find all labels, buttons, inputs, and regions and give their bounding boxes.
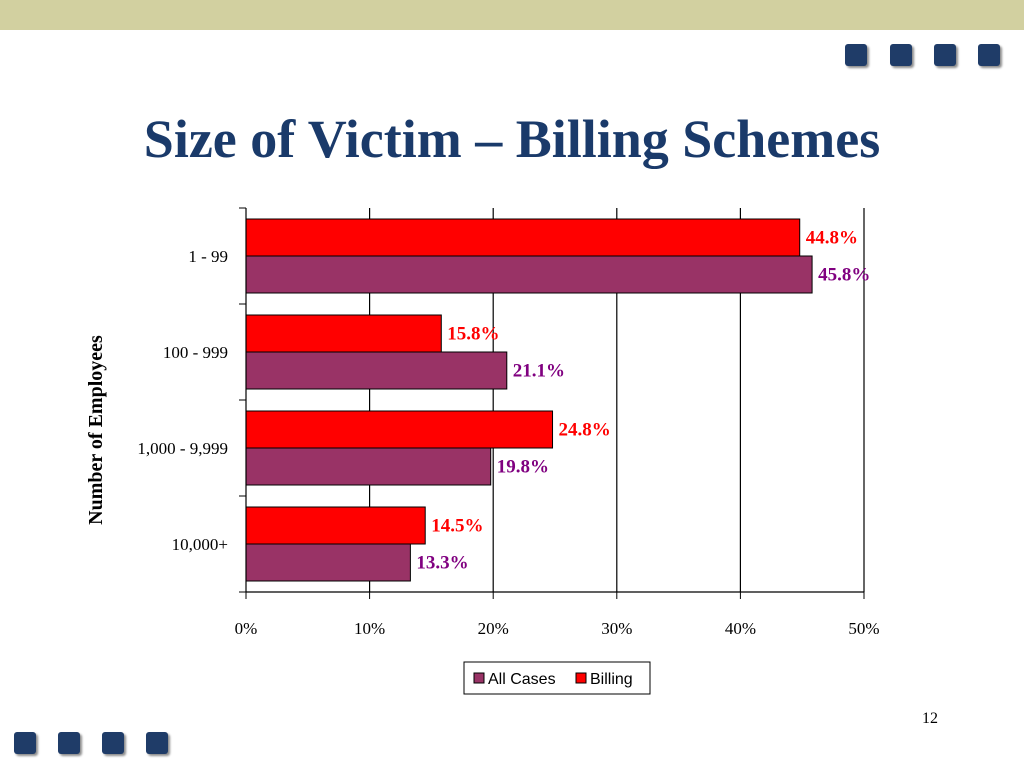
top-band [0, 0, 1024, 30]
bar-billing [245, 506, 426, 545]
data-label-billing: 24.8% [559, 420, 611, 441]
decor-square-icon [146, 732, 168, 754]
bar-all-cases [245, 351, 508, 390]
bar-all-cases [245, 447, 492, 486]
category-label: 10,000+ [172, 535, 228, 554]
decor-square-icon [845, 44, 867, 66]
data-label-billing: 15.8% [447, 324, 499, 345]
category-label: 1 - 99 [188, 247, 228, 266]
slide-number: 12 [922, 710, 938, 727]
legend-swatch-billing [575, 672, 587, 684]
x-tick-label: 30% [601, 619, 632, 638]
decor-square-icon [14, 732, 36, 754]
x-tick-label: 20% [478, 619, 509, 638]
bar-all-cases [245, 255, 813, 294]
category-label: 1,000 - 9,999 [137, 439, 228, 458]
data-label-all-cases: 19.8% [497, 457, 549, 478]
legend-swatch-all-cases [473, 672, 485, 684]
legend-label: Billing [590, 671, 633, 688]
legend-label: All Cases [488, 671, 556, 688]
data-label-all-cases: 21.1% [513, 361, 565, 382]
y-axis-title: Number of Employees [85, 335, 107, 525]
data-label-all-cases: 13.3% [416, 553, 468, 574]
decor-square-icon [934, 44, 956, 66]
decor-square-icon [890, 44, 912, 66]
x-tick-label: 40% [725, 619, 756, 638]
bar-billing [245, 218, 801, 257]
decor-square-icon [102, 732, 124, 754]
category-label: 100 - 999 [163, 343, 228, 362]
x-tick-label: 50% [848, 619, 879, 638]
data-label-billing: 14.5% [431, 516, 483, 537]
decor-square-icon [978, 44, 1000, 66]
decor-square-icon [58, 732, 80, 754]
data-label-billing: 44.8% [806, 228, 858, 249]
bar-billing [245, 410, 554, 449]
slide-title: Size of Victim – Billing Schemes [143, 109, 881, 169]
data-label-all-cases: 45.8% [818, 265, 870, 286]
bar-all-cases [245, 543, 411, 582]
x-tick-label: 10% [354, 619, 385, 638]
x-tick-label: 0% [235, 619, 258, 638]
legend-box [463, 661, 651, 695]
bar-billing [245, 314, 442, 353]
